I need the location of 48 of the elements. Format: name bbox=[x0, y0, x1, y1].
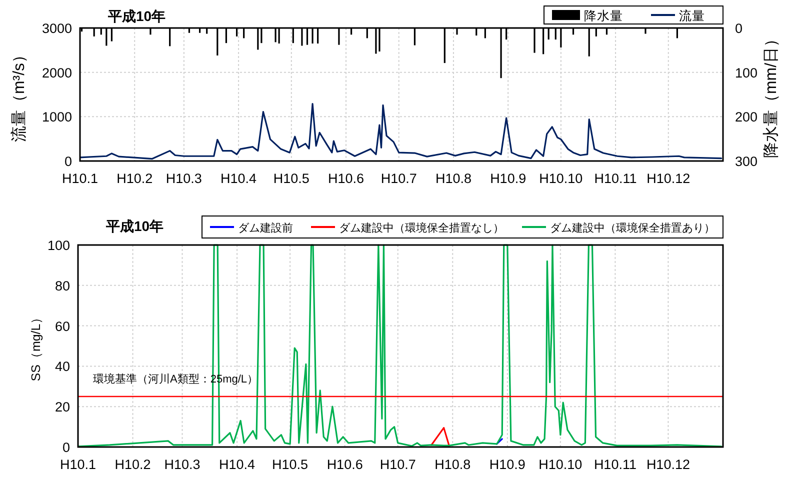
y-tick-label: 2000 bbox=[42, 65, 72, 80]
x-tick-label: H10.4 bbox=[220, 171, 258, 186]
y-axis-title: SS（mg/L） bbox=[29, 310, 43, 382]
legend-label: ダム建設中（環境保全措置なし） bbox=[339, 221, 504, 234]
y-tick-label: 3000 bbox=[42, 21, 72, 36]
y-tick-label: 1000 bbox=[42, 110, 72, 125]
y-tick-label: 100 bbox=[47, 238, 70, 253]
x-tick-label: H10.4 bbox=[219, 457, 256, 472]
x-tick-label: H10.9 bbox=[489, 457, 526, 472]
legend-label: 流量 bbox=[679, 8, 705, 23]
x-tick-label: H10.1 bbox=[60, 457, 96, 472]
y2-tick-label: 0 bbox=[735, 21, 743, 36]
x-tick-label: H10.10 bbox=[539, 171, 583, 186]
y-tick-label: 0 bbox=[62, 440, 70, 455]
x-tick-label: H10.1 bbox=[62, 171, 98, 186]
chart-title: 平成10年 bbox=[107, 8, 166, 24]
x-tick-label: H10.9 bbox=[490, 171, 526, 186]
y-tick-label: 80 bbox=[54, 278, 70, 294]
x-tick-label: H10.3 bbox=[166, 171, 202, 186]
y-axis-title: 流量（m³/s） bbox=[10, 46, 28, 142]
y-tick-label: 60 bbox=[54, 318, 70, 334]
x-tick-label: H10.7 bbox=[380, 457, 416, 472]
legend-label: ダム建設前 bbox=[238, 221, 293, 234]
x-tick-label: H10.6 bbox=[328, 171, 364, 186]
x-tick-label: H10.10 bbox=[538, 457, 582, 472]
x-tick-label: H10.7 bbox=[380, 171, 417, 186]
x-tick-label: H10.3 bbox=[164, 457, 200, 472]
y-tick-label: 20 bbox=[54, 400, 70, 415]
x-tick-label: H10.2 bbox=[116, 171, 153, 186]
x-tick-label: H10.8 bbox=[435, 171, 472, 186]
y2-tick-label: 100 bbox=[735, 65, 758, 80]
x-tick-label: H10.11 bbox=[594, 171, 637, 186]
x-tick-label: H10.8 bbox=[434, 457, 471, 472]
x-tick-label: H10.12 bbox=[646, 171, 690, 186]
x-tick-label: H10.12 bbox=[646, 457, 690, 472]
y-tick-label: 0 bbox=[64, 154, 72, 169]
legend-label: 降水量 bbox=[584, 9, 623, 23]
x-tick-label: H10.5 bbox=[273, 171, 310, 186]
y-tick-label: 40 bbox=[54, 359, 70, 374]
x-tick-label: H10.11 bbox=[594, 457, 636, 472]
x-tick-label: H10.5 bbox=[272, 457, 308, 472]
y2-axis-title: 降水量（mm/日） bbox=[762, 30, 780, 158]
legend-label: ダム建設中（環境保全措置あり） bbox=[550, 221, 715, 234]
y2-tick-label: 200 bbox=[735, 110, 758, 125]
y2-tick-label: 300 bbox=[735, 154, 758, 169]
x-tick-label: H10.2 bbox=[114, 457, 151, 472]
x-tick-label: H10.6 bbox=[326, 457, 363, 472]
chart-title: 平成10年 bbox=[105, 218, 164, 234]
